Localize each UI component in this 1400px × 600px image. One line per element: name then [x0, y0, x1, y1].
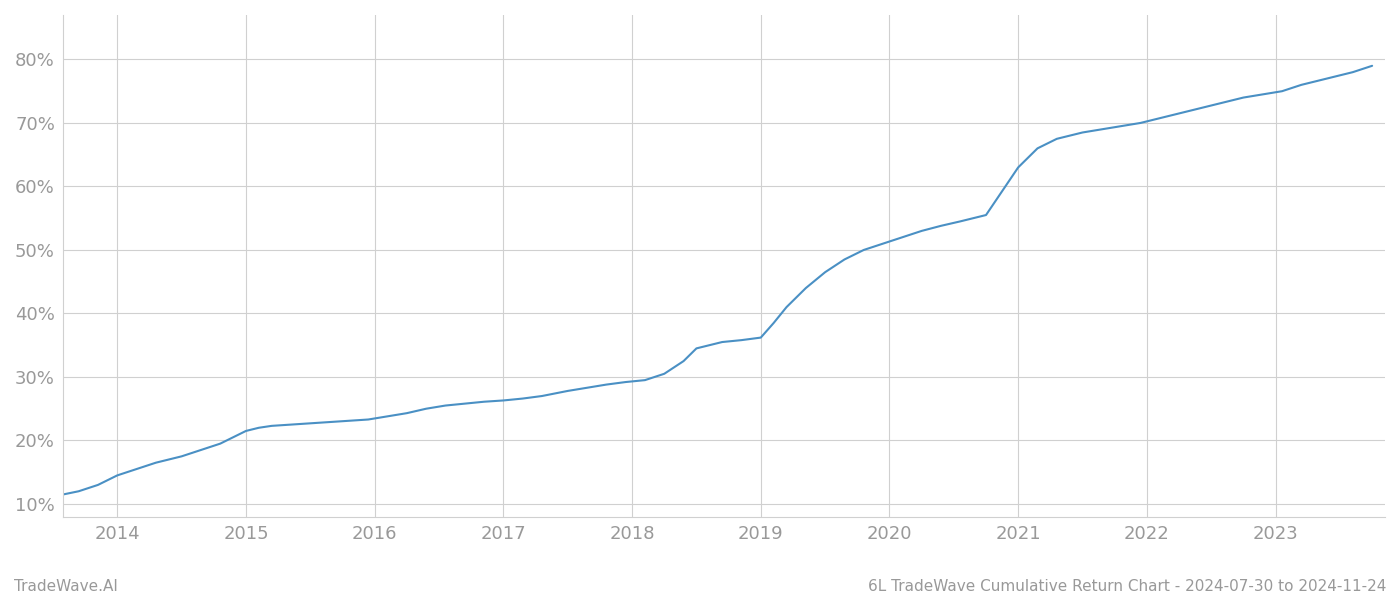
- Text: 6L TradeWave Cumulative Return Chart - 2024-07-30 to 2024-11-24: 6L TradeWave Cumulative Return Chart - 2…: [868, 579, 1386, 594]
- Text: TradeWave.AI: TradeWave.AI: [14, 579, 118, 594]
